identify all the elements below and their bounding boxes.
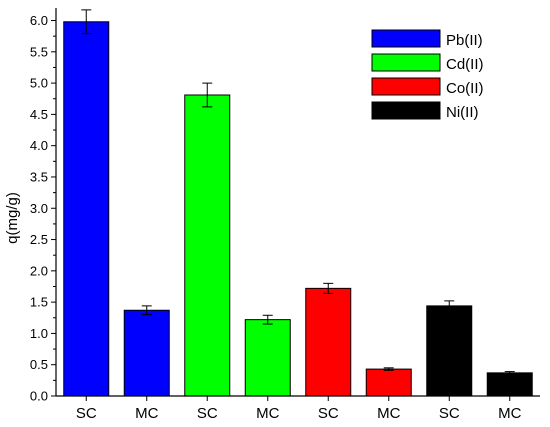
bar (426, 305, 473, 397)
y-tick-label: 4.0 (30, 138, 48, 153)
y-tick-label: 2.0 (30, 263, 48, 278)
legend-label: Co(II) (446, 80, 484, 97)
legend-swatch (371, 29, 441, 48)
y-tick-label: 1.5 (30, 295, 48, 310)
x-tick-label: MC (498, 405, 521, 422)
x-tick-label: MC (256, 405, 279, 422)
legend-label: Cd(II) (446, 56, 484, 73)
bar (63, 21, 110, 397)
x-tick-label: SC (197, 405, 218, 422)
x-tick-label: SC (318, 405, 339, 422)
x-tick-label: MC (135, 405, 158, 422)
y-axis-ticks: 0.0 0.5 1.0 1.5 2.0 2.5 3.0 3.5 4.0 4.5 5.0 5.5 6.0 (30, 13, 56, 404)
bar (123, 309, 170, 397)
y-tick-label: 3.0 (30, 201, 48, 216)
legend-label: Ni(II) (446, 104, 479, 121)
y-tick-label: 4.5 (30, 107, 48, 122)
legend-swatch (371, 77, 441, 96)
y-tick-label: 2.5 (30, 232, 48, 247)
axes (55, 8, 540, 397)
legend-swatch (371, 101, 441, 120)
error-bars (81, 9, 515, 375)
bar (486, 372, 533, 397)
y-tick-label: 0.5 (30, 357, 48, 372)
legend: Pb(II) Cd(II) Co(II) Ni(II) (371, 29, 484, 121)
x-axis-labels: SC MC SC MC SC MC SC MC (76, 396, 522, 422)
y-axis-title: q(mg/g) (4, 192, 21, 244)
y-tick-label: 0.0 (30, 389, 48, 404)
x-tick-label: SC (439, 405, 460, 422)
y-tick-label: 5.0 (30, 76, 48, 91)
y-tick-label: 6.0 (30, 13, 48, 28)
x-tick-label: SC (76, 405, 97, 422)
bar (244, 319, 291, 397)
bars (63, 21, 533, 397)
legend-swatch (371, 53, 441, 72)
bar (305, 287, 352, 397)
y-tick-label: 3.5 (30, 169, 48, 184)
bar (184, 94, 231, 397)
bar (365, 368, 412, 397)
legend-label: Pb(II) (446, 32, 483, 49)
y-tick-label: 5.5 (30, 44, 48, 59)
y-tick-label: 1.0 (30, 326, 48, 341)
x-tick-label: MC (377, 405, 400, 422)
